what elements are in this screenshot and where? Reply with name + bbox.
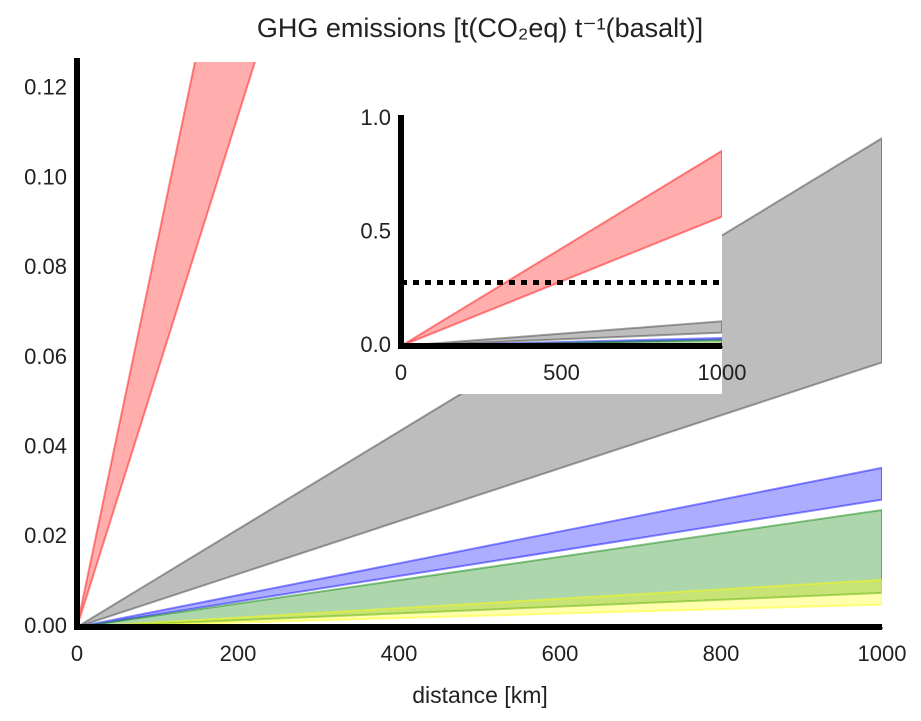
y-tick-label: 0.06 — [24, 344, 67, 369]
x-tick-label: 800 — [703, 641, 740, 666]
y-tick-label: 1.0 — [360, 105, 391, 130]
x-tick-label: 0 — [71, 641, 83, 666]
y-tick-label: 0.02 — [24, 523, 67, 548]
y-tick-label: 0.0 — [360, 332, 391, 357]
x-tick-label: 1000 — [698, 360, 747, 385]
x-tick-label: 0 — [395, 360, 407, 385]
inset-background — [335, 100, 722, 394]
band — [77, 578, 882, 627]
x-tick-label: 500 — [543, 360, 580, 385]
x-tick-label: 400 — [381, 641, 418, 666]
x-axis-label: distance [km] — [412, 682, 548, 708]
axes: 0 200 400 600 800 10000.000.020.040.060.080.1… — [24, 58, 906, 666]
y-tick-label: 0.10 — [24, 164, 67, 189]
x-tick-label: 200 — [220, 641, 257, 666]
band — [77, 466, 882, 627]
y-tick-label: 0.00 — [24, 613, 67, 638]
chart-title: GHG emissions [t(CO₂eq) t⁻¹(basalt)] — [257, 13, 703, 43]
y-tick-label: 0.12 — [24, 75, 67, 100]
band — [77, 508, 882, 627]
band — [77, 62, 256, 627]
y-tick-label: 0.08 — [24, 254, 67, 279]
y-tick-label: 0.5 — [360, 218, 391, 243]
x-tick-label: 1000 — [858, 641, 907, 666]
y-tick-label: 0.04 — [24, 433, 67, 458]
x-tick-label: 600 — [542, 641, 579, 666]
band — [401, 320, 722, 346]
